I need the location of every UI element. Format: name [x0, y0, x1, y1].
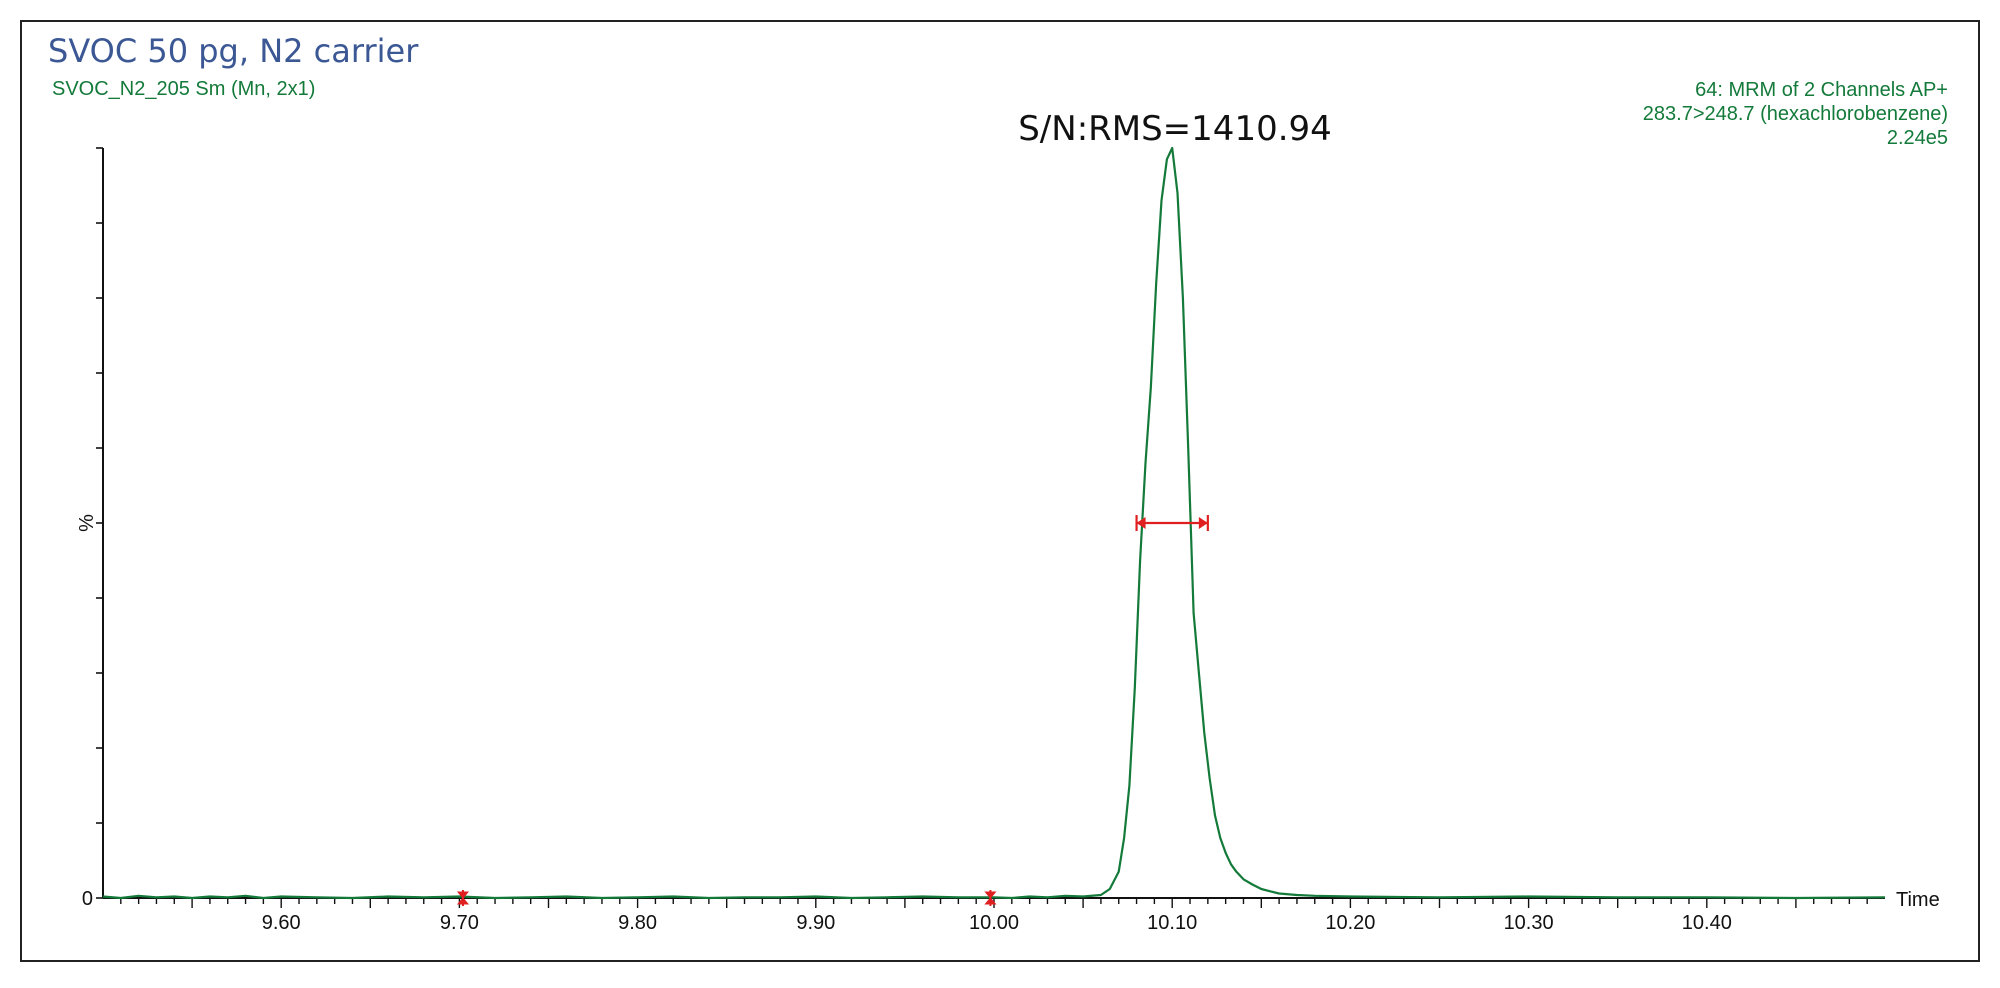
x-tick-label: 9.80 — [618, 912, 657, 934]
half-height-right-arrow — [1198, 517, 1208, 529]
channel-description: 64: MRM of 2 Channels AP+ — [1695, 79, 1948, 101]
x-tick-label: 10.10 — [1147, 912, 1197, 934]
chart-subtitle: SVOC_N2_205 Sm (Mn, 2x1) — [52, 78, 316, 100]
y-axis-ticks — [96, 147, 103, 899]
x-tick-label: 10.30 — [1504, 912, 1554, 934]
x-tick-label: 10.00 — [969, 912, 1019, 934]
y-tick-label-0: 0 — [82, 888, 93, 910]
x-axis-label: Time — [1896, 889, 1940, 911]
series-trace — [102, 146, 1886, 900]
x-tick-label: 9.60 — [262, 912, 301, 934]
channel-info: 64: MRM of 2 Channels AP+ 283.7>248.7 (h… — [1643, 78, 1948, 150]
x-tick-label: 9.70 — [440, 912, 479, 934]
chart-title: SVOC 50 pg, N2 carrier — [48, 32, 419, 70]
chart-frame — [20, 20, 1980, 962]
x-tick-label: 10.40 — [1682, 912, 1732, 934]
y-axis-label: % — [76, 514, 98, 532]
sn-annotation: S/N:RMS=1410.94 — [1018, 109, 1332, 149]
x-axis-ticks — [120, 898, 1868, 908]
intensity-label: 2.24e5 — [1886, 127, 1948, 149]
peak-markers — [456, 515, 1209, 906]
transition-label: 283.7>248.7 (hexachlorobenzene) — [1642, 103, 1948, 125]
x-tick-labels: 9.60 9.70 9.80 9.90 10.00 10.10 10.20 10.30 10.4… — [262, 912, 1732, 934]
x-tick-label: 10.20 — [1325, 912, 1375, 934]
x-tick-label: 9.90 — [796, 912, 835, 934]
half-height-left-arrow — [1136, 517, 1146, 529]
